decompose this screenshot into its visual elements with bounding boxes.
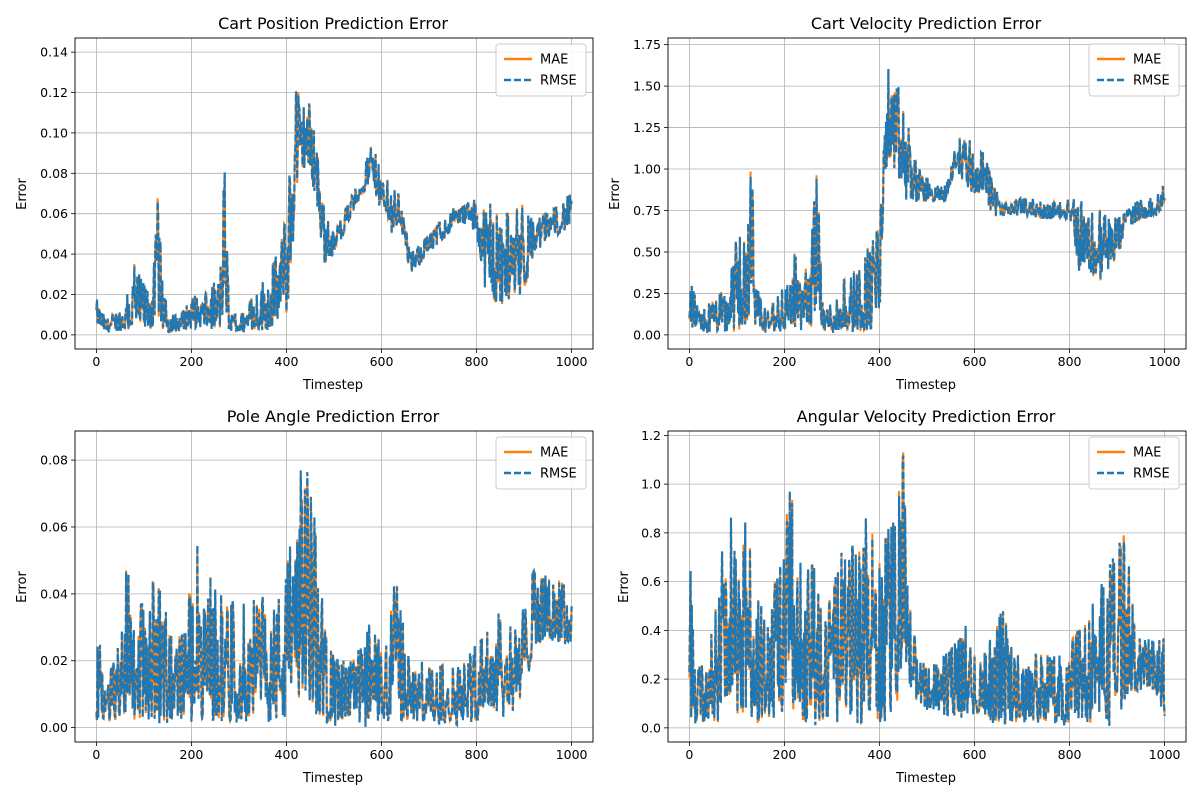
legend-box [495,43,587,97]
y-tick-label: 0.04 [40,247,68,262]
y-axis-label: Error [608,178,623,210]
y-tick-label: 0.04 [40,586,68,601]
y-tick-label: 0.50 [633,244,661,259]
x-tick-label: 1000 [1149,354,1181,369]
x-tick-label: 600 [963,354,987,369]
legend-label-mae: MAE [1133,53,1161,68]
series-line-rmse [95,470,573,728]
legend-label-rmse: RMSE [540,74,577,89]
y-tick-label: 0.08 [40,166,68,181]
series-line-rmse [688,455,1166,726]
y-tick-label: 1.25 [633,120,661,135]
legend-label-rmse: RMSE [540,467,577,482]
chart-panel-pole-angle: Pole Angle Prediction Error Timestep Err… [15,407,594,786]
x-tick-label: 800 [465,354,489,369]
x-axis-label: Timestep [302,771,363,786]
x-tick-label: 600 [370,354,394,369]
y-tick-label: 0.6 [641,574,661,589]
chart-title: Cart Velocity Prediction Error [811,14,1042,33]
x-tick-label: 800 [465,747,489,762]
legend-label-mae: MAE [1133,446,1161,461]
y-tick-label: 0.10 [40,125,68,140]
chart-title: Cart Position Prediction Error [218,14,448,33]
x-tick-label: 600 [370,747,394,762]
x-tick-label: 0 [685,747,693,762]
legend-label-rmse: RMSE [1133,467,1170,482]
x-tick-label: 400 [868,354,892,369]
y-tick-label: 0.8 [641,525,661,540]
axes-frame [667,430,1187,743]
x-tick-label: 1000 [1149,747,1181,762]
legend: MAE RMSE [495,43,587,97]
y-tick-label: 1.2 [641,428,661,443]
legend-label-mae: MAE [540,446,568,461]
legend-box [1088,43,1180,97]
x-tick-label: 200 [773,747,797,762]
chart-title: Pole Angle Prediction Error [227,407,440,426]
y-tick-label: 0.25 [633,286,661,301]
legend-label-mae: MAE [540,53,568,68]
x-axis-label: Timestep [895,771,956,786]
legend: MAE RMSE [495,436,587,490]
chart-title: Angular Velocity Prediction Error [797,407,1056,426]
y-tick-label: 0.2 [641,672,661,687]
legend-box [495,436,587,490]
y-axis-label: Error [617,571,632,603]
x-axis-label: Timestep [302,378,363,393]
y-tick-label: 0.02 [40,287,68,302]
x-tick-label: 200 [773,354,797,369]
x-tick-label: 400 [275,354,299,369]
y-tick-label: 1.00 [633,162,661,177]
y-tick-label: 1.75 [633,37,661,52]
chart-panel-cart-position: Cart Position Prediction Error Timestep … [15,14,594,393]
legend: MAE RMSE [1088,43,1180,97]
y-tick-label: 0.0 [641,720,661,735]
y-tick-label: 0.00 [633,327,661,342]
y-tick-label: 0.00 [40,327,68,342]
axes-frame [667,37,1187,350]
axes-frame [74,37,594,350]
x-tick-label: 200 [180,747,204,762]
series-line-rmse [688,68,1166,335]
x-tick-label: 400 [868,747,892,762]
y-axis-label: Error [15,178,30,210]
x-tick-label: 1000 [556,747,588,762]
y-tick-label: 0.00 [40,720,68,735]
x-tick-label: 0 [685,354,693,369]
y-tick-label: 0.4 [641,623,661,638]
axes-frame [74,430,594,743]
x-tick-label: 0 [92,354,100,369]
x-tick-label: 200 [180,354,204,369]
x-tick-label: 1000 [556,354,588,369]
x-tick-label: 400 [275,747,299,762]
legend: MAE RMSE [1088,436,1180,490]
legend-label-rmse: RMSE [1133,74,1170,89]
y-tick-label: 0.02 [40,653,68,668]
y-tick-label: 1.0 [641,477,661,492]
chart-panel-cart-velocity: Cart Velocity Prediction Error Timestep … [608,14,1187,393]
y-tick-label: 0.08 [40,453,68,468]
y-tick-label: 0.12 [40,85,68,100]
plot-area: 0 200 400 600 800 1000 0.0 0.2 0.4 0.6 0.8 1.0 1.2 MA… [641,428,1187,762]
y-tick-label: 0.14 [40,45,68,60]
x-tick-label: 800 [1058,747,1082,762]
plot-area: 0 200 400 600 800 1000 0.00 0.02 0.04 0.06 0.08 MAE… [40,430,594,762]
chart-panel-angular-velocity: Angular Velocity Prediction Error Timest… [617,407,1187,786]
series-line-rmse [95,91,573,334]
y-tick-label: 0.75 [633,203,661,218]
plot-area: 0 200 400 600 800 1000 0.00 0.02 0.04 0.06 0.08 0.1… [40,37,594,369]
x-tick-label: 0 [92,747,100,762]
x-axis-label: Timestep [895,378,956,393]
x-tick-label: 600 [963,747,987,762]
y-tick-label: 1.50 [633,79,661,94]
y-tick-label: 0.06 [40,519,68,534]
plot-area: 0 200 400 600 800 1000 0.00 0.25 0.50 0.75 1.00 1.2… [633,37,1187,369]
y-tick-label: 0.06 [40,206,68,221]
y-axis-label: Error [15,571,30,603]
legend-box [1088,436,1180,490]
x-tick-label: 800 [1058,354,1082,369]
